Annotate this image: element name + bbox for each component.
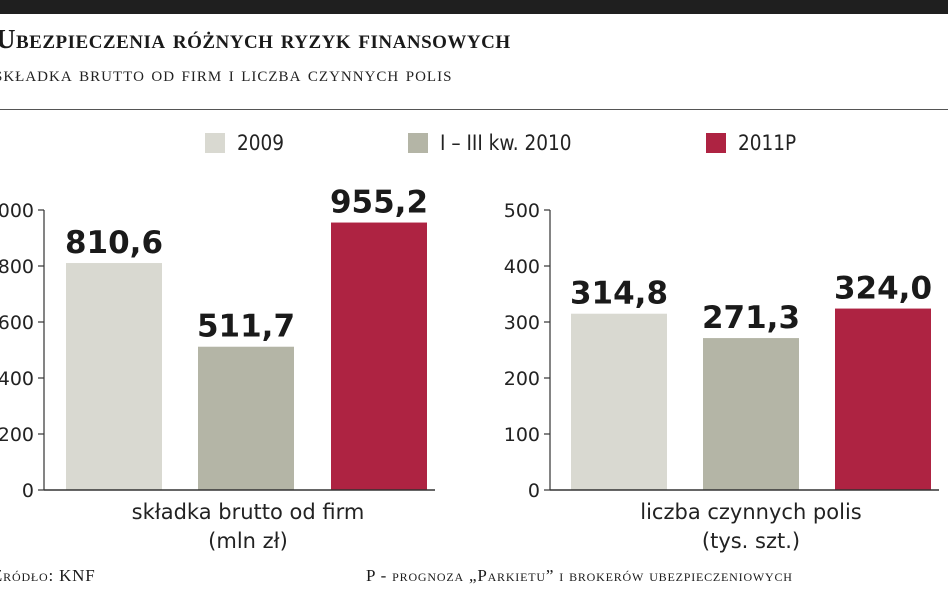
- y-tick-label: 0: [528, 480, 540, 502]
- bar-3: [835, 308, 931, 490]
- chart-1: 0 200 400 600 800 1000 810,6 511,7 955,2 składka …: [0, 185, 435, 553]
- legend-label: 2011P: [738, 131, 797, 155]
- y-tick-label: 200: [0, 424, 34, 446]
- value-label: 271,3: [702, 300, 800, 336]
- chart-subtitle: składka brutto od firm i liczba czynnych…: [0, 61, 453, 86]
- value-label: 314,8: [570, 276, 668, 312]
- x-axis-unit: (tys. szt.): [702, 529, 800, 553]
- header-divider: [0, 109, 948, 110]
- legend-item-2009: 2009: [205, 128, 290, 158]
- y-tick-label: 500: [504, 200, 540, 222]
- legend-swatch: [205, 133, 225, 153]
- value-label: 324,0: [834, 271, 932, 307]
- top-bar: [0, 0, 948, 14]
- legend-swatch: [706, 133, 726, 153]
- legend-item-2010: I – III kw. 2010: [408, 128, 590, 158]
- y-tick-label: 100: [504, 424, 540, 446]
- y-tick-label: 400: [0, 368, 34, 390]
- x-axis-label: liczba czynnych polis: [640, 500, 861, 524]
- y-tick-label: 1000: [0, 200, 34, 222]
- source-note: Źródło: KNF: [0, 566, 96, 585]
- x-axis-unit: (mln zł): [208, 529, 288, 553]
- chart-title: Ubezpieczenia różnych ryzyk finansowych: [0, 24, 511, 54]
- bar-1: [571, 313, 667, 490]
- value-label: 810,6: [65, 225, 163, 261]
- legend-label: I – III kw. 2010: [440, 131, 572, 155]
- x-axis-label: składka brutto od firm: [132, 500, 365, 524]
- y-tick-label: 200: [504, 368, 540, 390]
- legend-swatch: [408, 133, 428, 153]
- y-tick-label: 400: [504, 256, 540, 278]
- legend: 2009 I – III kw. 2010 2011P: [0, 128, 948, 162]
- forecast-note: P - prognoza „Parkietu” i brokerów ubezp…: [366, 566, 793, 585]
- y-tick-label: 600: [0, 312, 34, 334]
- chart-2: 0 100 200 300 400 500 314,8 271,3 324,0 liczba cz…: [504, 200, 939, 553]
- y-tick-label: 300: [504, 312, 540, 334]
- value-label: 955,2: [330, 185, 428, 221]
- legend-label: 2009: [237, 131, 285, 155]
- y-tick-label: 0: [22, 480, 34, 502]
- bar-1: [66, 263, 162, 490]
- value-label: 511,7: [197, 309, 295, 345]
- bar-3: [331, 222, 427, 490]
- bar-2: [198, 346, 294, 490]
- legend-item-2011p: 2011P: [706, 128, 804, 158]
- y-tick-label: 800: [0, 256, 34, 278]
- bar-2: [703, 338, 799, 490]
